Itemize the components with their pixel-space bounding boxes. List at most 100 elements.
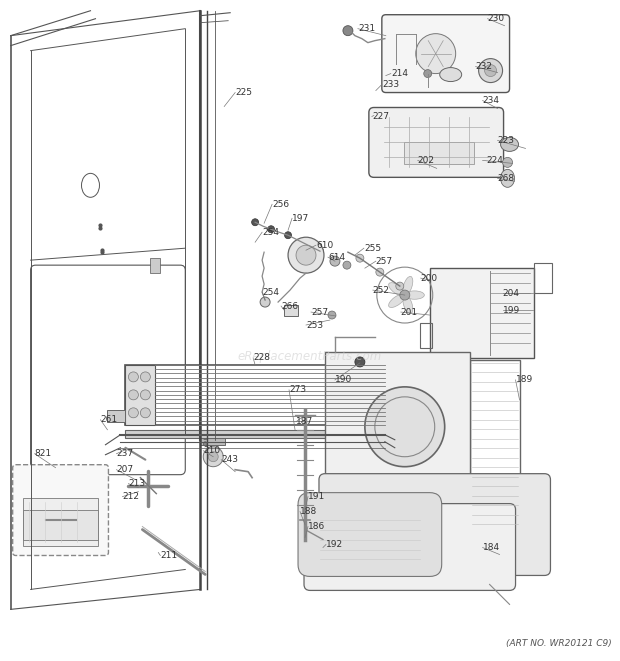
Text: 190: 190 xyxy=(335,375,352,385)
Text: 266: 266 xyxy=(281,301,298,311)
Ellipse shape xyxy=(440,67,462,81)
Text: 188: 188 xyxy=(300,507,317,516)
Text: 230: 230 xyxy=(487,14,505,23)
Text: 199: 199 xyxy=(503,305,520,315)
Circle shape xyxy=(128,390,138,400)
FancyBboxPatch shape xyxy=(304,504,516,590)
Text: 184: 184 xyxy=(482,543,500,552)
Text: 610: 610 xyxy=(316,241,333,250)
Bar xyxy=(23,510,99,539)
Text: 233: 233 xyxy=(383,80,400,89)
Circle shape xyxy=(416,34,456,73)
Circle shape xyxy=(365,387,445,467)
Text: 189: 189 xyxy=(516,375,533,385)
Circle shape xyxy=(376,268,384,276)
Text: 212: 212 xyxy=(122,492,140,501)
Text: 200: 200 xyxy=(421,274,438,283)
Bar xyxy=(404,142,474,165)
Text: 191: 191 xyxy=(308,492,326,501)
Text: 197: 197 xyxy=(292,214,309,223)
Circle shape xyxy=(268,226,275,233)
Circle shape xyxy=(288,237,324,273)
Text: 202: 202 xyxy=(418,156,435,165)
Bar xyxy=(125,365,385,425)
Circle shape xyxy=(423,69,432,77)
Circle shape xyxy=(128,408,138,418)
Circle shape xyxy=(343,261,351,269)
Text: 243: 243 xyxy=(221,455,238,464)
Bar xyxy=(430,268,534,358)
Circle shape xyxy=(396,282,404,290)
FancyBboxPatch shape xyxy=(298,492,441,576)
Bar xyxy=(125,430,385,438)
Text: 268: 268 xyxy=(498,174,515,183)
Text: 192: 192 xyxy=(326,540,343,549)
Ellipse shape xyxy=(405,291,424,299)
Circle shape xyxy=(301,240,308,247)
Circle shape xyxy=(140,390,151,400)
Bar xyxy=(200,435,225,445)
Text: 227: 227 xyxy=(372,112,389,121)
Ellipse shape xyxy=(500,169,515,187)
Text: 213: 213 xyxy=(128,479,146,488)
Ellipse shape xyxy=(389,294,405,307)
FancyBboxPatch shape xyxy=(382,15,510,93)
Text: 253: 253 xyxy=(306,321,323,330)
Circle shape xyxy=(252,219,259,226)
Text: 256: 256 xyxy=(272,200,289,209)
FancyBboxPatch shape xyxy=(12,465,108,555)
Text: 255: 255 xyxy=(364,244,381,253)
Text: 211: 211 xyxy=(161,551,177,560)
Text: (ART NO. WR20121 C9): (ART NO. WR20121 C9) xyxy=(505,639,611,648)
Text: 254: 254 xyxy=(262,228,279,237)
Circle shape xyxy=(140,372,151,382)
Bar xyxy=(151,258,161,273)
FancyBboxPatch shape xyxy=(369,108,503,177)
Circle shape xyxy=(140,408,151,418)
Bar xyxy=(325,352,469,492)
Text: 210: 210 xyxy=(203,446,220,455)
Text: 614: 614 xyxy=(328,253,345,262)
Bar xyxy=(420,323,432,348)
Circle shape xyxy=(296,245,316,265)
Circle shape xyxy=(503,157,513,167)
Circle shape xyxy=(285,232,291,239)
Text: 232: 232 xyxy=(476,62,493,71)
Ellipse shape xyxy=(389,283,405,296)
Text: 186: 186 xyxy=(308,522,326,531)
Bar xyxy=(23,498,99,545)
Text: 187: 187 xyxy=(296,417,313,426)
Text: 207: 207 xyxy=(117,465,133,474)
Bar xyxy=(284,305,298,316)
Text: 204: 204 xyxy=(503,289,520,297)
Text: 214: 214 xyxy=(392,69,409,78)
Ellipse shape xyxy=(403,276,413,295)
Text: 261: 261 xyxy=(100,415,118,424)
Text: 257: 257 xyxy=(311,307,328,317)
Circle shape xyxy=(203,447,223,467)
Circle shape xyxy=(355,357,365,367)
FancyBboxPatch shape xyxy=(319,474,551,576)
Circle shape xyxy=(330,256,340,266)
Text: 224: 224 xyxy=(487,156,503,165)
Text: 223: 223 xyxy=(498,136,515,145)
Text: 231: 231 xyxy=(358,24,375,33)
Circle shape xyxy=(356,254,364,262)
Ellipse shape xyxy=(500,137,518,151)
Circle shape xyxy=(260,297,270,307)
Ellipse shape xyxy=(403,295,413,314)
Text: 237: 237 xyxy=(117,449,133,458)
Text: 228: 228 xyxy=(253,354,270,362)
Text: eReplacementParts.com: eReplacementParts.com xyxy=(238,350,382,364)
Bar xyxy=(107,410,125,422)
Circle shape xyxy=(479,59,503,83)
Circle shape xyxy=(343,26,353,36)
Bar xyxy=(125,365,156,425)
Text: 254: 254 xyxy=(262,288,279,297)
Text: 234: 234 xyxy=(482,96,500,105)
Circle shape xyxy=(203,442,207,446)
Circle shape xyxy=(485,65,497,77)
Text: 252: 252 xyxy=(373,286,390,295)
Text: 225: 225 xyxy=(235,88,252,97)
Text: 201: 201 xyxy=(401,307,418,317)
